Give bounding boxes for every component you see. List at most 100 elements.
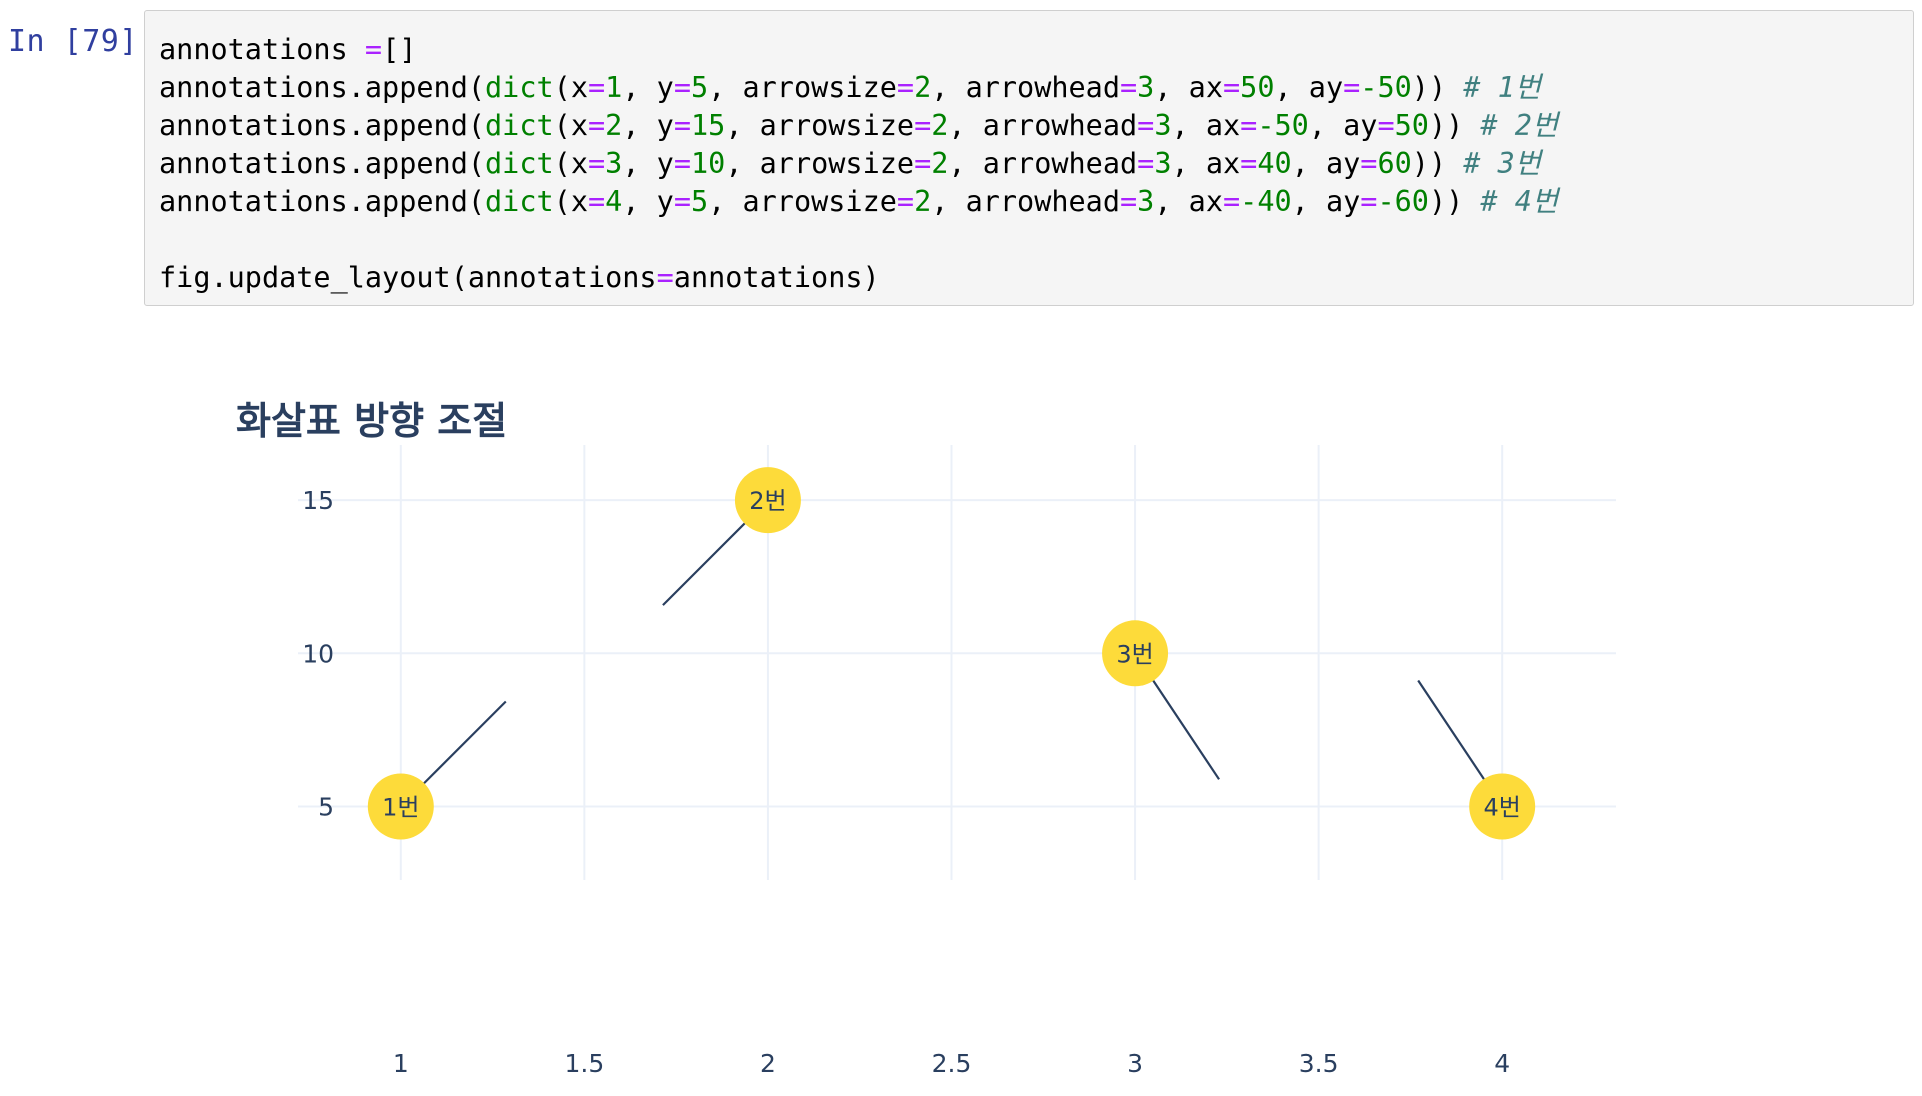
code-token: 3 [1154, 147, 1172, 180]
code-token: = [1377, 109, 1395, 142]
cell-output: 화살표 방향 조절 1 1.5 2 2.5 3 3.5 4 5 10 15 1번 2번 3번 4번 [144, 330, 1914, 1096]
code-token: dict [485, 185, 554, 218]
code-token: 2 [914, 71, 932, 104]
code-token: 60 [1377, 147, 1412, 180]
code-token: (x [553, 71, 588, 104]
code-token: annotations.append( [159, 147, 486, 180]
code-token: , ax [1154, 71, 1223, 104]
code-token: = [896, 185, 915, 218]
code-token: = [587, 147, 606, 180]
code-token: 2 [605, 109, 623, 142]
code-token: dict [485, 71, 554, 104]
code-token: = [1360, 147, 1378, 180]
grid-lines [298, 445, 1616, 880]
code-token: = [1343, 71, 1361, 104]
code-token: )) [1428, 185, 1481, 218]
code-token: = [656, 261, 674, 294]
code-token: = [1240, 147, 1258, 180]
annotation-labels: 1번 2번 3번 4번 [382, 487, 1521, 821]
x-tick-label: 3.5 [1299, 1049, 1339, 1078]
axis-ticks: 1 1.5 2 2.5 3 3.5 4 5 10 15 [302, 486, 1510, 1078]
code-token: (x [553, 109, 588, 142]
code-comment: # 1번 [1463, 71, 1541, 104]
chart-title: 화살표 방향 조절 [236, 399, 508, 443]
y-tick-label: 5 [318, 792, 334, 821]
code-token: = [673, 109, 691, 142]
code-line[interactable]: annotations.append(dict(x = 4, y = 5, arrows… [159, 183, 1558, 221]
x-tick-label: 1.5 [564, 1049, 604, 1078]
code-token: , y [622, 185, 674, 218]
code-token: (x [553, 147, 588, 180]
code-token: = [914, 147, 932, 180]
code-token: = [673, 71, 691, 104]
code-token: 4 [605, 185, 623, 218]
data-point [1469, 773, 1536, 840]
code-token: = [1222, 71, 1241, 104]
code-token: [] [382, 33, 417, 66]
code-token: , arrowsize [708, 71, 897, 104]
code-comment: # 4번 [1480, 185, 1559, 218]
code-token: , arrowhead [931, 185, 1120, 218]
code-line[interactable]: ​ [159, 221, 1558, 259]
code-token: = [1360, 185, 1378, 218]
code-editor[interactable]: annotations =[] annotations.append(dict(x… [159, 31, 1558, 297]
code-token: , ay [1291, 185, 1361, 218]
annotation-label: 1번 [382, 793, 419, 821]
code-token: dict [485, 109, 554, 142]
code-line[interactable]: annotations =[] [159, 31, 1558, 69]
x-tick-label: 4 [1494, 1049, 1510, 1078]
code-token: )) [1428, 109, 1481, 142]
code-token: 10 [690, 147, 726, 180]
data-point [367, 773, 434, 840]
code-token: = [914, 109, 932, 142]
code-token: dict [485, 147, 554, 180]
code-token: , ay [1274, 71, 1344, 104]
code-token: )) [1411, 147, 1464, 180]
x-tick-label: 2 [760, 1049, 776, 1078]
code-token: 50 [1240, 71, 1275, 104]
code-token: -60 [1377, 185, 1429, 218]
code-token: = [1240, 109, 1258, 142]
code-line[interactable]: annotations.append(dict(x=1, y=5, arrows… [159, 69, 1558, 107]
data-point [1102, 620, 1169, 687]
code-token: 15 [690, 109, 726, 142]
code-token: = [587, 109, 606, 142]
code-token: annotations [159, 33, 365, 66]
code-comment: # 2번 [1480, 109, 1559, 142]
code-token: -40 [1240, 185, 1292, 218]
code-token: )) [1411, 71, 1464, 104]
code-token: = [1120, 185, 1138, 218]
x-tick-label: 3 [1127, 1049, 1143, 1078]
code-cell[interactable]: annotations =[] annotations.append(dict(x… [144, 10, 1914, 306]
code-token: , arrowsize [708, 185, 897, 218]
data-points [367, 467, 1536, 840]
code-token: , arrowhead [931, 71, 1120, 104]
y-tick-label: 15 [302, 486, 334, 515]
annotation-label: 4번 [1484, 793, 1521, 821]
code-line[interactable]: annotations.append(dict(x=2, y=15, arrow… [159, 107, 1558, 145]
annotation-label: 2번 [749, 487, 786, 515]
code-line[interactable]: fig.update_layout(annotations=annotation… [159, 259, 1558, 297]
code-token: 2 [931, 109, 949, 142]
code-token: = [1137, 109, 1155, 142]
code-token: , arrowsize [725, 109, 915, 142]
code-line[interactable]: annotations.append(dict(x=3, y=10, arrow… [159, 145, 1558, 183]
code-token: annotations.append( [159, 71, 486, 104]
code-token: (x [553, 185, 588, 218]
code-token: 3 [605, 147, 623, 180]
code-token: , ay [1291, 147, 1361, 180]
code-token: , y [622, 109, 674, 142]
code-token: = [1222, 185, 1241, 218]
cell-prompt: In [79]: [8, 24, 157, 59]
code-token: = [587, 71, 606, 104]
code-token: = [1120, 71, 1138, 104]
code-token: -50 [1257, 109, 1309, 142]
code-token: 5 [690, 185, 709, 218]
code-token: -50 [1360, 71, 1412, 104]
code-token: 2 [914, 185, 932, 218]
code-token: annotations.append( [159, 185, 486, 218]
code-token: = [1137, 147, 1155, 180]
data-point [734, 467, 801, 534]
annotation-label: 3번 [1116, 640, 1153, 668]
code-token: = [364, 33, 383, 66]
